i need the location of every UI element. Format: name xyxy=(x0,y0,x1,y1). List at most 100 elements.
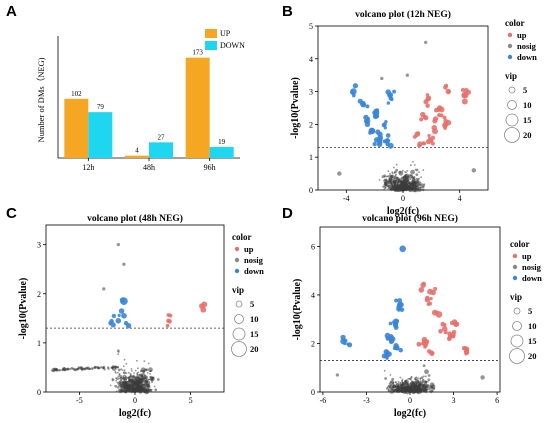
nosig-point xyxy=(384,377,387,380)
bar-value-label: 79 xyxy=(97,103,105,111)
nosig-point xyxy=(383,188,386,191)
up-point xyxy=(419,117,424,122)
nosig-point xyxy=(132,380,136,384)
nosig-point xyxy=(398,180,400,183)
bar-value-label: 4 xyxy=(135,147,139,155)
nosig-point xyxy=(405,73,409,77)
nosig-point xyxy=(429,382,435,388)
down-point xyxy=(398,347,403,353)
down-point xyxy=(392,89,397,94)
nosig-point xyxy=(396,188,399,190)
nosig-point xyxy=(111,378,115,382)
nosig-point xyxy=(411,179,414,181)
up-point xyxy=(447,336,452,340)
nosig-point xyxy=(413,178,415,180)
up-point xyxy=(418,287,425,293)
legend-vip-label: 10 xyxy=(528,321,537,331)
nosig-point xyxy=(143,382,147,385)
down-point xyxy=(373,137,380,143)
nosig-point xyxy=(91,367,94,370)
x-tick-label: 3 xyxy=(452,396,456,405)
y-tick-label: 3 xyxy=(309,88,313,97)
nosig-point xyxy=(393,188,396,192)
panel-letter-d: D xyxy=(282,205,293,222)
legend-vip-circle xyxy=(504,127,520,143)
nosig-point xyxy=(419,378,422,380)
nosig-point xyxy=(421,189,423,191)
nosig-point xyxy=(149,388,152,391)
nosig-point xyxy=(407,377,410,380)
down-point xyxy=(118,308,125,314)
nosig-point xyxy=(127,371,130,374)
down-point xyxy=(372,110,377,116)
x-tick-label: -5 xyxy=(76,396,83,405)
nosig-point xyxy=(432,387,436,390)
down-point xyxy=(115,318,122,324)
nosig-point xyxy=(395,168,399,172)
nosig-point xyxy=(415,168,419,172)
down-point xyxy=(111,313,117,319)
legend-vip-circle xyxy=(508,86,516,94)
nosig-point-cloud xyxy=(378,160,426,193)
x-axis-label: log2(fc) xyxy=(119,408,151,419)
legend-vip-label: 5 xyxy=(528,306,532,316)
nosig-point xyxy=(81,367,85,370)
nosig-point xyxy=(121,369,124,371)
up-point xyxy=(427,288,434,295)
legend-dot-nosig xyxy=(507,43,513,49)
nosig-point xyxy=(109,384,112,387)
up-point xyxy=(443,126,447,130)
nosig-point xyxy=(114,371,117,373)
nosig-point xyxy=(131,379,134,382)
nosig-point xyxy=(410,169,415,175)
nosig-point xyxy=(382,185,384,188)
down-point xyxy=(399,307,405,312)
up-point xyxy=(461,92,468,99)
nosig-point xyxy=(395,383,398,385)
bar-down-12h xyxy=(88,112,113,158)
y-tick-label: 4 xyxy=(309,55,313,64)
nosig-point xyxy=(422,185,425,188)
down-point xyxy=(119,297,126,303)
y-tick-label: 2 xyxy=(311,339,315,348)
y-tick-label: 2 xyxy=(37,290,41,299)
nosig-point xyxy=(420,376,424,379)
panel-letter-c: C xyxy=(6,205,17,222)
up-point xyxy=(450,332,456,338)
nosig-point xyxy=(395,163,398,166)
up-point xyxy=(443,118,449,124)
nosig-point xyxy=(388,382,391,385)
nosig-point xyxy=(143,360,146,362)
nosig-point xyxy=(114,384,118,388)
legend-dot-down xyxy=(512,275,518,281)
legend-dot-nosig xyxy=(234,257,240,263)
y-tick-label: 2 xyxy=(309,120,313,129)
legend-vip-label: 10 xyxy=(250,314,259,324)
y-tick-label: 5 xyxy=(309,22,313,31)
up-point xyxy=(453,321,459,327)
nosig-point xyxy=(401,390,404,393)
legend-label-nosig: nosig xyxy=(244,255,264,265)
down-point xyxy=(121,312,127,319)
legend-color-title: color xyxy=(232,232,252,242)
nosig-point xyxy=(392,384,396,388)
down-point xyxy=(363,119,369,124)
legend-vip-label: 5 xyxy=(523,85,527,95)
y-tick-label: 0 xyxy=(311,388,315,397)
nosig-point xyxy=(378,179,381,181)
nosig-point xyxy=(123,369,126,371)
up-point xyxy=(449,321,454,325)
legend-vip-label: 20 xyxy=(250,344,259,354)
bar-up-96h xyxy=(185,57,210,158)
x-axis-label: log2(fc) xyxy=(394,408,426,419)
nosig-point xyxy=(383,369,386,372)
up-point xyxy=(165,323,170,328)
nosig-point xyxy=(145,383,149,387)
up-point xyxy=(421,281,426,286)
up-point xyxy=(430,351,435,356)
nosig-point xyxy=(412,386,415,389)
nosig-point xyxy=(120,368,123,371)
nosig-point xyxy=(58,369,62,372)
legend-label-up: up xyxy=(517,30,527,40)
